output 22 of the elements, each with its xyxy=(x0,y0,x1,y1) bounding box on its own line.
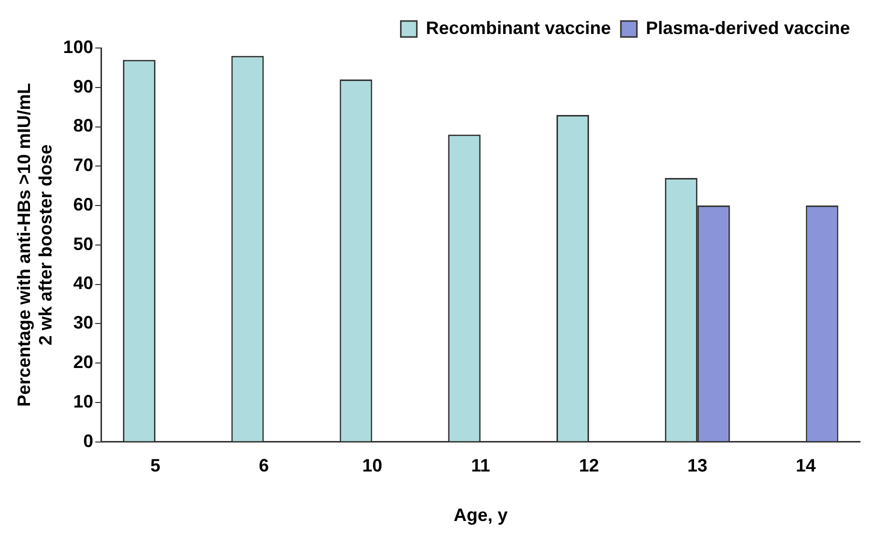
y-tick-label: 30 xyxy=(73,312,94,333)
y-tick-label: 10 xyxy=(73,391,94,412)
y-tick-label: 20 xyxy=(73,352,94,372)
y-tick-label: 100 xyxy=(63,36,94,57)
x-tick-label: 10 xyxy=(362,456,382,476)
y-tick-label: 70 xyxy=(73,155,94,176)
y-tick-label: 40 xyxy=(73,273,94,294)
x-axis-title: Age, y xyxy=(454,505,508,526)
y-tick-label: 0 xyxy=(83,430,94,451)
y-tick-label: 90 xyxy=(73,76,94,96)
x-tick-label: 14 xyxy=(796,456,816,476)
x-tick-label: 13 xyxy=(687,456,708,476)
x-tick-label: 5 xyxy=(150,456,160,476)
y-tick-label: 80 xyxy=(73,116,94,136)
y-tick-label: 60 xyxy=(73,194,94,214)
legend-label: Recombinant vaccine xyxy=(426,18,611,38)
x-tick-label: 12 xyxy=(578,456,600,476)
x-tick-label: 6 xyxy=(258,456,269,476)
y-axis-title: Percentage with anti-HBs >10 mIU/mL 2 wk after booster dose xyxy=(14,83,56,407)
y-tick-label: 50 xyxy=(73,234,94,254)
x-tick-label: 11 xyxy=(471,456,490,476)
legend-label: Plasma-derived vaccine xyxy=(646,18,850,38)
